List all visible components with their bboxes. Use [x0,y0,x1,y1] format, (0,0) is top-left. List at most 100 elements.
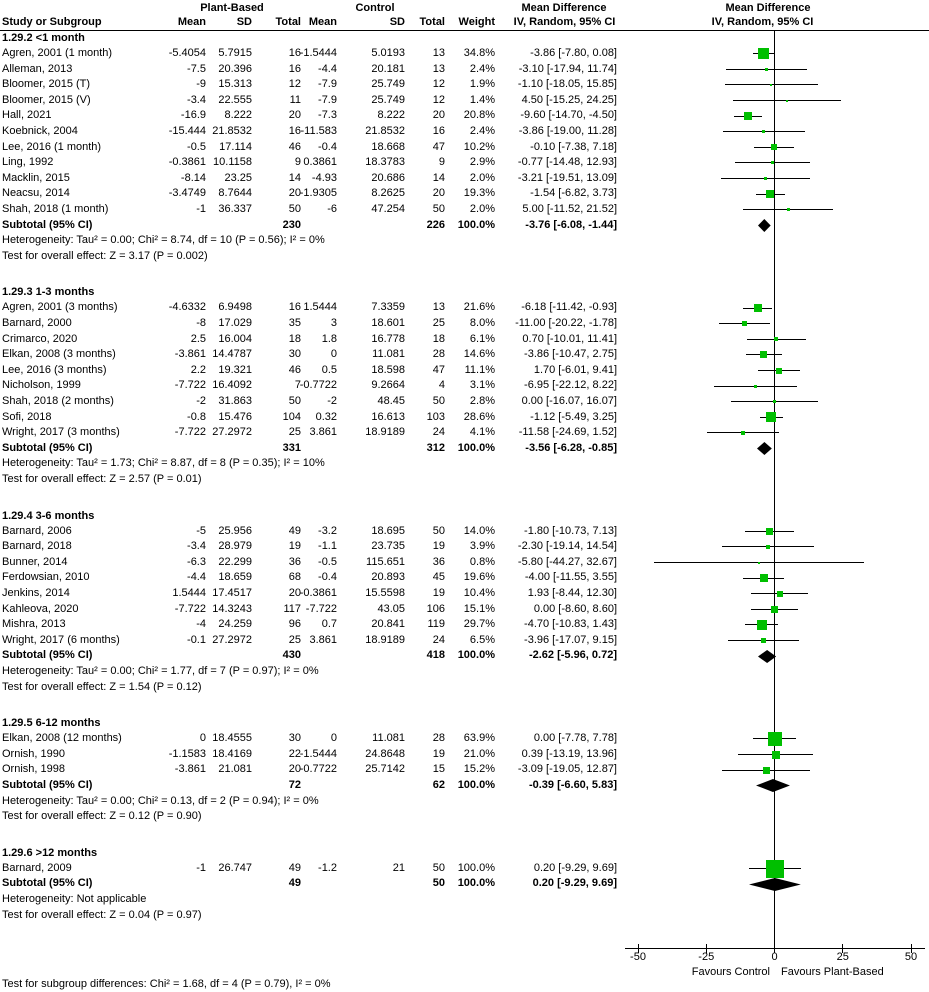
control-sd: 115.651 [366,555,405,568]
point-estimate-marker [771,750,780,759]
control-mean: 0.7 [321,618,337,631]
study-row: Kahleova, 2020 -7.722 14.3243 117 -7.722 43.0… [0,602,929,618]
heterogeneity-row: Heterogeneity: Tau² = 0.00; Chi² = 1.77,… [0,664,929,680]
point-estimate-marker [754,384,758,388]
subtotal-ci: -3.76 [-6.08, -1.44] [525,218,617,231]
control-mean: 0.5 [321,363,337,376]
subtotal-ci: -0.39 [-6.60, 5.83] [528,779,617,791]
control-sd: 21.8532 [365,125,405,137]
plant-sd: 18.4555 [212,732,252,745]
plant-sd: 36.337 [218,203,252,215]
weight-value: 2.0% [469,171,495,184]
point-estimate-marker [756,619,767,630]
ci-value: 1.93 [-8.44, 12.30] [527,587,617,599]
overall-effect-text: Test for overall effect: Z = 2.57 (P = 0… [2,473,202,485]
control-sd: 20.686 [371,171,405,184]
control-total: 20 [432,187,445,200]
study-label: Kahleova, 2020 [2,602,79,615]
study-label: Shah, 2018 (2 months) [2,395,114,407]
subtotal-control-total: 418 [426,649,445,662]
subtotal-row: Subtotal (95% CI) 230 226 100.0% -3.76 [-6.0… [0,218,929,234]
study-row: Nicholson, 1999 -7.722 16.4092 7 -0.7722 9.26… [0,378,929,394]
subtotal-plant-total: 230 [282,218,301,231]
plant-mean: -7.5 [187,62,206,75]
plant-mean: -3.4 [187,540,206,553]
control-sd: 15.5598 [365,587,405,599]
ci-value: -3.21 [-19.51, 13.09] [517,171,617,184]
plant-mean-header: Mean [177,16,206,28]
overall-effect-text: Test for overall effect: Z = 3.17 (P = 0… [2,249,208,262]
subtotal-label: Subtotal (95% CI) [2,877,93,890]
control-total: 19 [432,540,445,553]
plant-mean: -3.4 [187,93,206,106]
control-total: 50 [432,861,445,874]
plant-mean: -0.1 [187,633,206,646]
study-row: Ferdowsian, 2010 -4.4 18.659 68 -0.4 20.893 45… [0,570,929,586]
plant-total: 36 [288,555,301,568]
plant-total: 16 [288,301,301,314]
plant-total: 25 [288,426,301,439]
plant-mean: -8 [196,317,206,329]
plant-mean: 1.5444 [172,587,206,599]
study-row: Ornish, 1990 -1.1583 18.4169 22 -1.5444 24.86… [0,747,929,763]
subtotal-label: Subtotal (95% CI) [2,441,93,454]
study-row: Shah, 2018 (1 month) -1 36.337 50 -6 47.254 50… [0,202,929,218]
ci-value: -3.09 [-19.05, 12.87] [517,763,617,776]
ci-value: 0.39 [-13.19, 13.96] [521,747,617,760]
weight-value: 19.3% [463,187,495,200]
axis-tick-label: -25 [698,951,715,963]
plant-sd: 28.979 [218,540,252,553]
control-total: 24 [432,426,445,439]
control-sd: 25.7142 [365,763,405,776]
control-total: 18 [432,332,445,345]
study-row: Barnard, 2018 -3.4 28.979 19 -1.1 23.735 19 3.9… [0,539,929,555]
control-mean: -0.4 [318,571,337,584]
study-label: Alleman, 2013 [2,62,73,75]
subtotal-ci: -2.62 [-5.96, 0.72] [528,649,617,662]
plant-mean: -0.5 [187,140,206,153]
subtotal-plant-total: 331 [282,441,301,454]
point-estimate-marker [766,544,771,549]
plant-total: 30 [288,348,301,361]
study-label: Ornish, 1990 [2,747,65,760]
control-total: 13 [432,47,445,59]
plant-total: 46 [288,140,301,153]
axis-tick-label: -50 [630,951,646,963]
plant-mean: -6.3 [187,555,206,568]
subtotal-plant-total: 430 [282,649,301,662]
plant-mean: 2.5 [190,332,206,345]
ci-value: -11.58 [-24.69, 1.52] [518,426,617,439]
plant-sd: 15.476 [218,410,252,423]
axis-tick-label: 25 [836,951,849,963]
point-estimate-marker [776,590,783,597]
study-label: Elkan, 2008 (12 months) [2,732,122,745]
weight-value: 2.8% [469,395,495,407]
plant-mean: -5 [196,524,206,537]
control-sd: 8.2625 [371,187,405,200]
point-estimate-marker [764,177,768,181]
study-label: Barnard, 2006 [2,524,72,537]
study-label: Macklin, 2015 [2,171,70,184]
plant-sd: 18.4169 [212,747,252,760]
control-mean: -3.2 [318,524,337,537]
ci-value: -1.12 [-5.49, 3.25] [530,410,617,423]
point-estimate-marker [744,112,753,121]
study-row: Lee, 2016 (3 months) 2.2 19.321 46 0.5 18.598… [0,363,929,379]
control-mean: 0 [330,348,337,361]
plant-sd: 26.747 [218,861,252,874]
control-mean: -2 [327,395,337,407]
study-row: Shah, 2018 (2 months) -2 31.863 50 -2 48.45 50… [0,394,929,410]
subtotal-weight: 100.0% [457,649,495,662]
point-estimate-marker [761,638,767,644]
ci-value: -6.95 [-22.12, 8.22] [524,379,617,392]
subtotal-ci: 0.20 [-9.29, 9.69] [532,877,617,890]
weight-value: 19.6% [463,571,495,584]
heterogeneity-text: Heterogeneity: Tau² = 0.00; Chi² = 8.74,… [2,234,325,247]
weight-value: 3.9% [469,540,495,553]
subtotal-weight: 100.0% [457,779,495,791]
plant-mean: -9 [196,78,206,91]
study-row: Sofi, 2018 -0.8 15.476 104 0.32 16.613 103 28.6… [0,410,929,426]
axis-tick-label: 50 [904,951,918,963]
study-label: Koebnick, 2004 [2,125,78,137]
study-row: Agren, 2001 (1 month) -5.4054 5.7915 16 -1.5… [0,46,929,62]
